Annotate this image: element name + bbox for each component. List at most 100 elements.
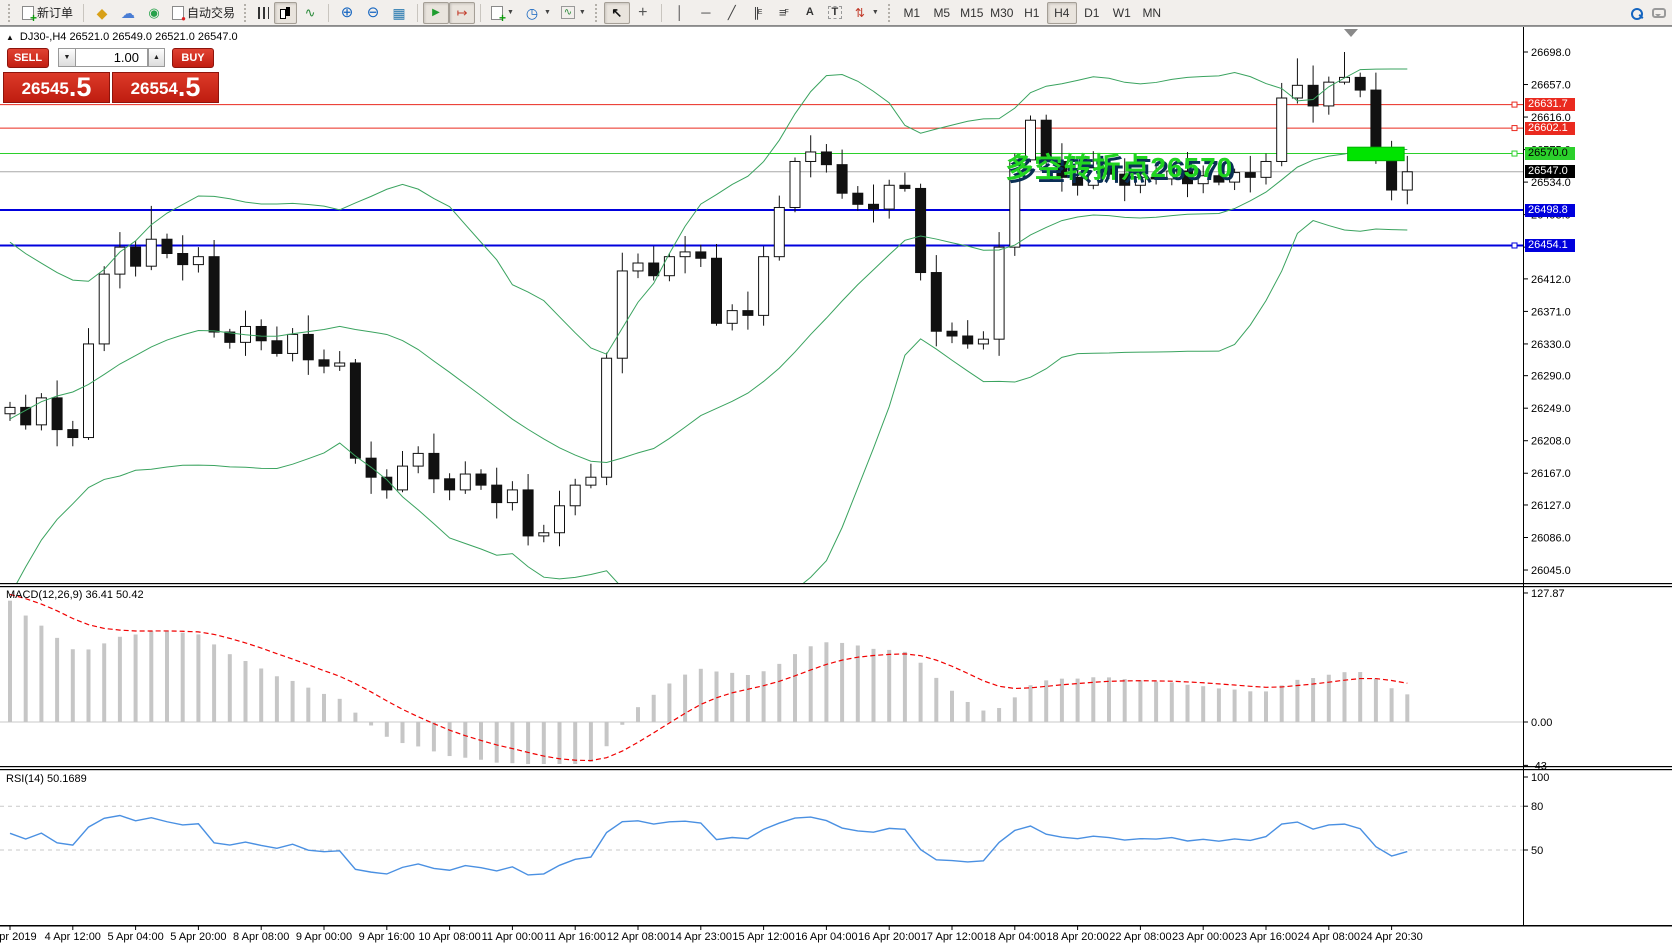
macd-histogram-bar bbox=[871, 648, 876, 722]
volume-increase-button[interactable]: ▲ bbox=[148, 48, 165, 67]
timeframe-m30-button[interactable]: M30 bbox=[987, 2, 1017, 24]
autotrading-button[interactable]: 自动交易 bbox=[167, 2, 240, 24]
time-axis-label[interactable]: 11 Apr 00:00 bbox=[482, 931, 544, 943]
profiles-button[interactable]: ◷ ▼ bbox=[519, 2, 556, 24]
time-axis-label[interactable]: 8 Apr 08:00 bbox=[233, 931, 289, 943]
timeframe-h1-button[interactable]: H1 bbox=[1017, 2, 1047, 24]
time-axis-label[interactable]: 4 Apr 12:00 bbox=[45, 931, 101, 943]
time-axis-label[interactable]: 9 Apr 16:00 bbox=[359, 931, 415, 943]
time-axis-label[interactable]: 5 Apr 04:00 bbox=[107, 931, 163, 943]
channel-button[interactable]: ∥ E bbox=[745, 2, 771, 24]
time-axis-label[interactable]: 23 Apr 16:00 bbox=[1235, 931, 1297, 943]
time-axis-label[interactable]: 14 Apr 23:00 bbox=[670, 931, 732, 943]
time-axis-label[interactable]: 16 Apr 04:00 bbox=[795, 931, 857, 943]
arrows-button[interactable]: ⇅ ▼ bbox=[847, 2, 884, 24]
timeframe-m1-button[interactable]: M1 bbox=[897, 2, 927, 24]
time-axis-label[interactable]: 17 Apr 12:00 bbox=[921, 931, 983, 943]
text-button[interactable]: A bbox=[797, 2, 823, 24]
timeframe-m5-button[interactable]: M5 bbox=[927, 2, 957, 24]
community-button[interactable]: ☁ bbox=[115, 2, 141, 24]
volume-decrease-button[interactable]: ▼ bbox=[58, 48, 75, 67]
time-axis-label[interactable]: 24 Apr 20:30 bbox=[1360, 931, 1422, 943]
line-handle[interactable] bbox=[1511, 242, 1518, 249]
zoom-in-button[interactable]: ⊕ bbox=[334, 2, 360, 24]
candle-body bbox=[1150, 176, 1162, 180]
macd-histogram-bar bbox=[306, 687, 311, 722]
sell-button[interactable]: SELL bbox=[7, 47, 49, 68]
tile-windows-button[interactable]: ▦ bbox=[386, 2, 412, 24]
chart-shift-button[interactable]: ↦ bbox=[449, 1, 476, 24]
macd-histogram-bar bbox=[714, 671, 719, 722]
time-axis-label[interactable]: 3 Apr 2019 bbox=[0, 931, 37, 943]
metaeditor-button[interactable]: ◆ bbox=[89, 2, 115, 24]
time-axis-label[interactable]: 23 Apr 00:00 bbox=[1172, 931, 1234, 943]
time-axis-label[interactable]: 16 Apr 20:00 bbox=[858, 931, 920, 943]
chart-shift-marker-icon[interactable] bbox=[1344, 29, 1358, 37]
indicators-button[interactable]: ∿ ▼ bbox=[556, 2, 591, 24]
buy-price-display[interactable]: 26554.5 bbox=[112, 72, 219, 103]
signals-button[interactable]: ◉ bbox=[141, 2, 167, 24]
tiles-icon: ▦ bbox=[392, 4, 406, 21]
new-chart-button[interactable]: ▼ bbox=[486, 2, 519, 24]
timeframe-mn-button[interactable]: MN bbox=[1137, 2, 1167, 24]
candle-body bbox=[538, 532, 550, 537]
time-axis-label[interactable]: 22 Apr 08:00 bbox=[1109, 931, 1171, 943]
line-handle[interactable] bbox=[1511, 101, 1518, 108]
new-order-button[interactable]: 新订单 bbox=[17, 2, 78, 24]
chart-annotation-text[interactable]: 多空转折点26570 bbox=[1005, 151, 1234, 183]
candle-chart-button[interactable] bbox=[274, 1, 298, 24]
cursor-button[interactable]: ↖ bbox=[603, 1, 630, 24]
macd-label: MACD(12,26,9) 36.41 50.42 bbox=[6, 589, 144, 601]
label-button[interactable]: T bbox=[823, 2, 847, 24]
time-axis-label[interactable]: 9 Apr 00:00 bbox=[296, 931, 352, 943]
timeframe-label: M5 bbox=[933, 5, 951, 20]
zoom-out-button[interactable]: ⊖ bbox=[360, 2, 386, 24]
dropdown-caret-icon: ▼ bbox=[578, 9, 586, 16]
macd-histogram-bar bbox=[777, 663, 782, 722]
line-handle[interactable] bbox=[1511, 150, 1518, 157]
macd-histogram-bar bbox=[934, 677, 939, 722]
time-axis-label[interactable]: 5 Apr 20:00 bbox=[170, 931, 226, 943]
candle-body bbox=[397, 465, 408, 491]
buy-button[interactable]: BUY bbox=[172, 47, 214, 68]
time-axis-label[interactable]: 11 Apr 16:00 bbox=[544, 931, 606, 943]
sell-price-display[interactable]: 26545.5 bbox=[3, 72, 110, 103]
one-click-toggle-icon[interactable]: ▲ bbox=[6, 32, 14, 42]
crosshair-button[interactable]: + bbox=[630, 2, 656, 24]
candle-body bbox=[208, 256, 220, 333]
fibonacci-button[interactable]: ≡ F bbox=[771, 2, 797, 24]
dropdown-caret-icon: ▼ bbox=[543, 9, 551, 16]
candle-body bbox=[789, 160, 801, 208]
search-icon[interactable] bbox=[1631, 7, 1643, 20]
line-handle[interactable] bbox=[1511, 125, 1518, 132]
time-axis-label[interactable]: 12 Apr 08:00 bbox=[607, 931, 669, 943]
candle-body bbox=[1009, 159, 1021, 248]
time-axis-label[interactable]: 15 Apr 12:00 bbox=[732, 931, 794, 943]
time-axis-label[interactable]: 10 Apr 08:00 bbox=[418, 931, 480, 943]
time-axis-label[interactable]: 24 Apr 08:00 bbox=[1298, 931, 1360, 943]
candle-body bbox=[412, 452, 424, 467]
horizontal-line-button[interactable]: ─ bbox=[693, 2, 719, 24]
candle-body bbox=[1229, 172, 1241, 183]
time-axis-label[interactable]: 18 Apr 20:00 bbox=[1046, 931, 1108, 943]
time-axis-label[interactable]: 18 Apr 04:00 bbox=[984, 931, 1046, 943]
vertical-line-button[interactable]: │ bbox=[667, 2, 693, 24]
chat-icon[interactable] bbox=[1652, 8, 1666, 18]
line-chart-button[interactable]: ∿ bbox=[297, 2, 323, 24]
bar-chart-button[interactable] bbox=[253, 2, 274, 24]
toolbar-divider bbox=[328, 3, 330, 22]
trendline-button[interactable]: ╱ bbox=[719, 2, 745, 24]
auto-scroll-button[interactable]: ▶ bbox=[423, 1, 450, 24]
rsi-pane bbox=[0, 805, 1523, 876]
macd-histogram-bar bbox=[322, 693, 326, 722]
volume-input[interactable]: 1.00 bbox=[75, 48, 148, 67]
main-pane bbox=[0, 52, 1523, 583]
highlight-rectangle-object[interactable] bbox=[1347, 146, 1405, 162]
timeframe-m15-button[interactable]: M15 bbox=[957, 2, 987, 24]
timeframe-d1-button[interactable]: D1 bbox=[1077, 2, 1107, 24]
candle-body bbox=[1307, 84, 1319, 107]
toolbar-group: ▶ ↦ bbox=[423, 1, 476, 25]
shift-icon: ↦ bbox=[456, 5, 468, 20]
timeframe-w1-button[interactable]: W1 bbox=[1107, 2, 1137, 24]
timeframe-h4-button[interactable]: H4 bbox=[1046, 1, 1077, 24]
